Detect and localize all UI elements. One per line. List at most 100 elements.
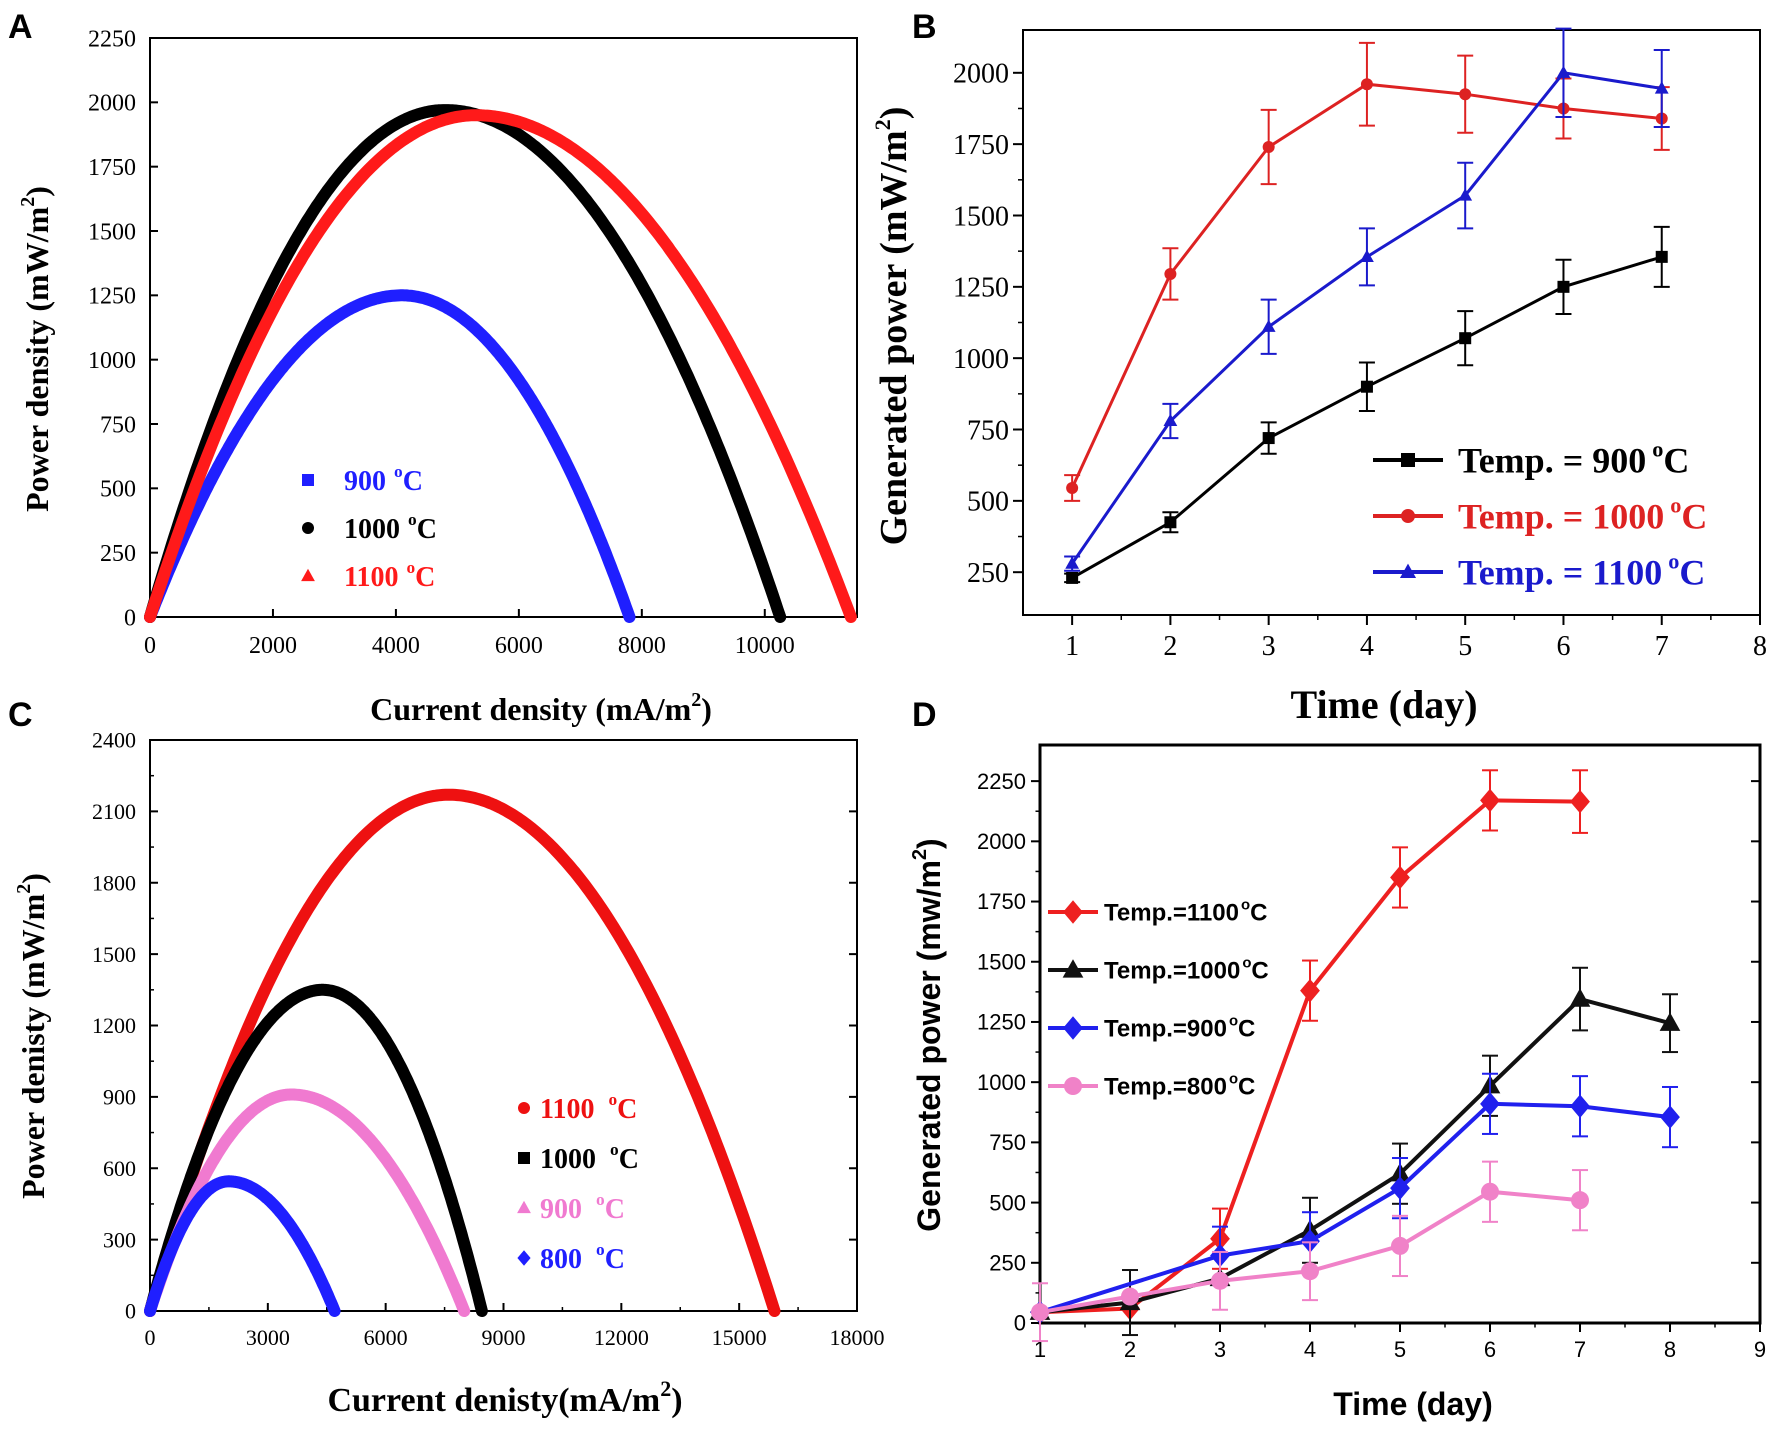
panel-d-x-tick-label: 8 [1664, 1337, 1676, 1362]
panel-b-point [1360, 78, 1373, 91]
panel-d-y-tick-label: 250 [989, 1250, 1026, 1275]
panel-d-point [1301, 1262, 1319, 1281]
panel-b-point [1458, 188, 1473, 201]
panel-b-legend-1-marker [1401, 509, 1415, 523]
panel-a-legend-900-label-sup: o [394, 462, 403, 481]
panel-b-x-tick-label: 3 [1262, 631, 1276, 662]
panel-d-legend-0: Temp.=1100 oC [1048, 898, 1267, 926]
panel-d-y-tick-label: 2000 [977, 829, 1026, 854]
panel-b-point [1556, 65, 1571, 78]
panel-a-series-900 [144, 289, 636, 623]
panel-d-point [1480, 1092, 1500, 1116]
panel-b-legend-1: Temp. = 1000 oC [1373, 492, 1707, 537]
panel-d-point [1660, 1105, 1680, 1129]
panel-b-x-tick-label: 7 [1655, 631, 1669, 662]
panel-d-x-tick-label: 6 [1484, 1337, 1496, 1362]
panel-a-y-tick-label: 1750 [88, 155, 136, 181]
panel-d-legend-2: Temp.=900 oC [1048, 1014, 1255, 1043]
panel-a-x-tick-label: 4000 [372, 633, 420, 659]
panel-b-legend-0-label-unit: C [1663, 441, 1689, 481]
panel-b-point [1163, 413, 1178, 427]
panel-a-legend-1100-label-unit: C [415, 562, 435, 593]
panel-d-legend-3-label-unit: C [1238, 1073, 1255, 1100]
panel-label-a: A [8, 8, 33, 46]
panel-a-legend-1000-label: 1000 oC [344, 510, 437, 545]
panel-b-point [1655, 250, 1668, 263]
panel-b-y-tick-label: 1500 [953, 201, 1009, 232]
panel-a-y-tick-label: 250 [100, 541, 136, 567]
panel-c-legend-1100-label-name: 1100 [540, 1094, 594, 1125]
panel-c-x-tick-label: 18000 [830, 1325, 885, 1350]
panel-a-legend-1100-label-sup: o [406, 558, 415, 577]
panel-c-legend-900: 900 oC [517, 1190, 625, 1225]
panel-a-y-tick-label: 500 [100, 477, 136, 503]
panel-b-legend-1-label-sup: o [1670, 492, 1681, 517]
panel-a-legend-1000-label-sup: o [408, 510, 417, 529]
panel-c-legend-800-marker [517, 1250, 531, 1266]
panel-d-x-tick-label: 1 [1034, 1337, 1046, 1362]
panel-d-point [1659, 1012, 1681, 1031]
panel-d-y-tick-label: 750 [989, 1130, 1026, 1155]
panel-a-plot-area: 0 2000 4000 6000 8000 10000 0 250 500 750 1000 1250… [88, 26, 858, 659]
panel-d-legend-1-label-name: Temp.=1000 [1104, 957, 1240, 984]
panel-b-y-tick-label: 1750 [953, 130, 1009, 161]
panel-b-x-tick-label: 4 [1360, 631, 1374, 662]
panel-a-y-axis-label: Power density (mW/m2) [17, 186, 55, 512]
panel-a-x-tick-label: 8000 [618, 633, 666, 659]
panel-b-legend-0-label-sup: o [1652, 436, 1663, 461]
panel-b-point [1261, 319, 1276, 332]
panel-c-legend-1100-label: 1100 oC [540, 1090, 637, 1125]
panel-c-x-tick-label: 6000 [364, 1325, 408, 1350]
panel-b-point [1459, 88, 1472, 101]
panel-d-point [1031, 1303, 1049, 1322]
panel-b-y-tick-label: 250 [967, 558, 1009, 589]
panel-b-y-tick-label: 1250 [953, 273, 1009, 304]
panel-d-legend-0-label-sup: o [1241, 898, 1250, 914]
panel-b-legend-0-marker [1401, 453, 1415, 467]
panel-d-x-tick-label: 9 [1754, 1337, 1766, 1362]
panel-d-legend-0-label-name: Temp.=1100 [1104, 899, 1239, 926]
panel-b-legend-0-label: Temp. = 900 oC [1458, 436, 1689, 480]
panel-a-legend-900-label: 900 oC [344, 462, 423, 497]
panel-a-curve-900 [144, 289, 636, 623]
panel-b: B 1 2 3 4 5 6 7 8 250 500 750 1000 1250 1500 1750 2000 T… [870, 8, 1767, 727]
panel-c-y-tick-label: 2400 [92, 728, 136, 753]
panel-label-c: C [8, 696, 33, 734]
panel-c-legend-800-label: 800 oC [540, 1240, 625, 1275]
panel-d-point [1300, 1229, 1320, 1253]
panel-d: D 1 2 3 4 5 6 7 8 9 0 250 500 750 1000 1250 1500 1750 200… [909, 696, 1766, 1422]
panel-a-curve-1100 [144, 109, 857, 623]
panel-d-x-tick-label: 7 [1574, 1337, 1586, 1362]
panel-d-legend-2-label: Temp.=900 oC [1104, 1014, 1255, 1043]
panel-c-series-1000 [144, 983, 488, 1317]
panel-a-legend-1000: 1000 oC [302, 510, 437, 545]
panel-a-legend-1000-label-name: 1000 [344, 514, 400, 545]
panel-c-x-tick-label: 12000 [594, 1325, 649, 1350]
panel-d-legend-1-label-sup: o [1242, 956, 1251, 972]
panel-a-frame [149, 37, 858, 618]
panel-d-legend-3-label-name: Temp.=800 [1104, 1073, 1227, 1100]
panel-d-y-axis-label: Generated power (mw/m2) [909, 838, 947, 1231]
panel-a: A 0 2000 4000 6000 8000 10000 0 250 500 750 1000 12… [8, 8, 858, 727]
panel-d-legend-2-label-unit: C [1238, 1015, 1255, 1042]
panel-b-legend-1-label: Temp. = 1000 oC [1458, 492, 1707, 536]
panel-c-legend-900-label-name: 900 [540, 1194, 582, 1225]
panel-c-legend-1000-label-unit: C [619, 1144, 639, 1175]
panel-c-y-tick-label: 2100 [92, 799, 136, 824]
panel-c-legend-1100: 1100 oC [518, 1090, 637, 1125]
panel-c-y-tick-label: 1800 [92, 870, 136, 895]
panel-b-point [1557, 280, 1570, 293]
panel-d-y-tick-label: 500 [989, 1190, 1026, 1215]
panel-c-series-800 [144, 1175, 341, 1317]
panel-c-x-tick-label: 3000 [246, 1325, 290, 1350]
panel-d-y-tick-label: 0 [1014, 1311, 1026, 1336]
panel-b-point [1066, 482, 1079, 495]
panel-b-x-tick-label: 2 [1163, 631, 1177, 662]
panel-a-series-1100 [144, 109, 857, 623]
panel-a-y-tick-label: 750 [100, 412, 136, 438]
panel-c-x-tick-label: 15000 [712, 1325, 767, 1350]
panel-a-legend-1100-marker [301, 568, 315, 582]
panel-d-line [1039, 996, 1671, 1315]
panel-c-curve-800 [144, 1175, 341, 1317]
panel-b-y-tick-label: 750 [967, 415, 1009, 446]
